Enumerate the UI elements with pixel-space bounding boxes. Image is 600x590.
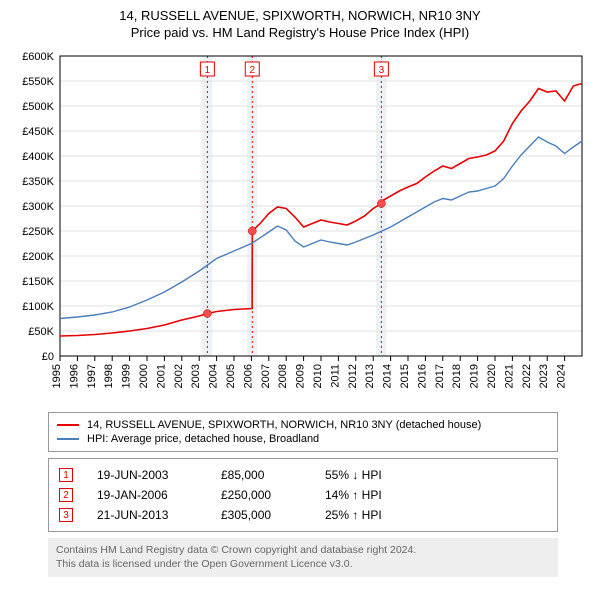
event-row: 1 19-JUN-2003 £85,000 55% ↓ HPI [59, 465, 547, 485]
svg-text:3: 3 [379, 65, 385, 76]
svg-text:2022: 2022 [521, 364, 533, 388]
svg-text:£50K: £50K [28, 326, 54, 338]
svg-text:2017: 2017 [434, 364, 446, 388]
legend-row: HPI: Average price, detached house, Broa… [57, 432, 549, 446]
svg-text:£350K: £350K [22, 176, 54, 188]
svg-text:£200K: £200K [22, 251, 54, 263]
svg-text:£150K: £150K [22, 276, 54, 288]
svg-text:2005: 2005 [225, 364, 237, 388]
event-pct: 55% ↓ HPI [325, 468, 425, 482]
events-table: 1 19-JUN-2003 £85,000 55% ↓ HPI 2 19-JAN-2006… [48, 458, 558, 532]
svg-text:2018: 2018 [451, 364, 463, 388]
title-subtitle: Price paid vs. HM Land Registry's House … [10, 25, 590, 40]
legend: 14, RUSSELL AVENUE, SPIXWORTH, NORWICH, … [48, 412, 558, 452]
svg-text:2006: 2006 [242, 364, 254, 388]
svg-text:1996: 1996 [68, 364, 80, 388]
svg-text:2016: 2016 [416, 364, 428, 388]
event-date: 19-JUN-2003 [97, 468, 197, 482]
event-price: £250,000 [221, 488, 301, 502]
svg-text:2002: 2002 [173, 364, 185, 388]
svg-text:2009: 2009 [295, 364, 307, 388]
svg-text:2015: 2015 [399, 364, 411, 388]
svg-text:2014: 2014 [382, 364, 394, 388]
svg-text:2011: 2011 [329, 364, 341, 388]
svg-text:2000: 2000 [138, 364, 150, 388]
svg-text:£0: £0 [42, 351, 54, 363]
svg-text:2003: 2003 [190, 364, 202, 388]
event-marker: 3 [59, 508, 73, 522]
legend-label: 14, RUSSELL AVENUE, SPIXWORTH, NORWICH, … [87, 419, 481, 431]
event-date: 19-JAN-2006 [97, 488, 197, 502]
svg-text:1999: 1999 [121, 364, 133, 388]
svg-text:£100K: £100K [22, 301, 54, 313]
svg-text:1998: 1998 [103, 364, 115, 388]
event-date: 21-JUN-2013 [97, 508, 197, 522]
event-price: £85,000 [221, 468, 301, 482]
svg-text:£250K: £250K [22, 226, 54, 238]
legend-swatch [57, 424, 79, 426]
svg-text:£550K: £550K [22, 76, 54, 88]
svg-text:2008: 2008 [277, 364, 289, 388]
svg-text:2019: 2019 [469, 364, 481, 388]
svg-text:2012: 2012 [347, 364, 359, 388]
svg-text:2001: 2001 [155, 364, 167, 388]
title-address: 14, RUSSELL AVENUE, SPIXWORTH, NORWICH, … [10, 8, 590, 23]
svg-text:1: 1 [205, 65, 211, 76]
legend-row: 14, RUSSELL AVENUE, SPIXWORTH, NORWICH, … [57, 418, 549, 432]
svg-text:2024: 2024 [556, 364, 568, 388]
svg-text:£300K: £300K [22, 201, 54, 213]
chart-area: £0 £50K £100K £150K £200K £250K £300K £350K £400… [10, 46, 590, 406]
event-pct: 14% ↑ HPI [325, 488, 425, 502]
titles: 14, RUSSELL AVENUE, SPIXWORTH, NORWICH, … [10, 8, 590, 40]
event-price: £305,000 [221, 508, 301, 522]
event-marker: 2 [59, 488, 73, 502]
svg-text:£450K: £450K [22, 126, 54, 138]
svg-text:2013: 2013 [364, 364, 376, 388]
event-row: 2 19-JAN-2006 £250,000 14% ↑ HPI [59, 485, 547, 505]
event-pct: 25% ↑ HPI [325, 508, 425, 522]
line-chart-svg: £0 £50K £100K £150K £200K £250K £300K £350K £400… [10, 46, 590, 406]
svg-text:2007: 2007 [260, 364, 272, 388]
event-marker: 1 [59, 468, 73, 482]
event-row: 3 21-JUN-2013 £305,000 25% ↑ HPI [59, 505, 547, 525]
attribution: Contains HM Land Registry data © Crown c… [48, 538, 558, 577]
attribution-line1: Contains HM Land Registry data © Crown c… [56, 544, 550, 558]
attribution-line2: This data is licensed under the Open Gov… [56, 558, 550, 572]
legend-swatch [57, 438, 79, 440]
svg-text:2010: 2010 [312, 364, 324, 388]
svg-text:£500K: £500K [22, 101, 54, 113]
svg-text:2023: 2023 [538, 364, 550, 388]
svg-text:2004: 2004 [208, 364, 220, 388]
svg-text:2: 2 [249, 65, 255, 76]
svg-text:£600K: £600K [22, 51, 54, 63]
svg-text:2020: 2020 [486, 364, 498, 388]
svg-text:1997: 1997 [86, 364, 98, 388]
chart-container: 14, RUSSELL AVENUE, SPIXWORTH, NORWICH, … [0, 0, 600, 583]
svg-text:£400K: £400K [22, 151, 54, 163]
legend-label: HPI: Average price, detached house, Broa… [87, 433, 319, 445]
svg-text:2021: 2021 [503, 364, 515, 388]
svg-text:1995: 1995 [51, 364, 63, 388]
